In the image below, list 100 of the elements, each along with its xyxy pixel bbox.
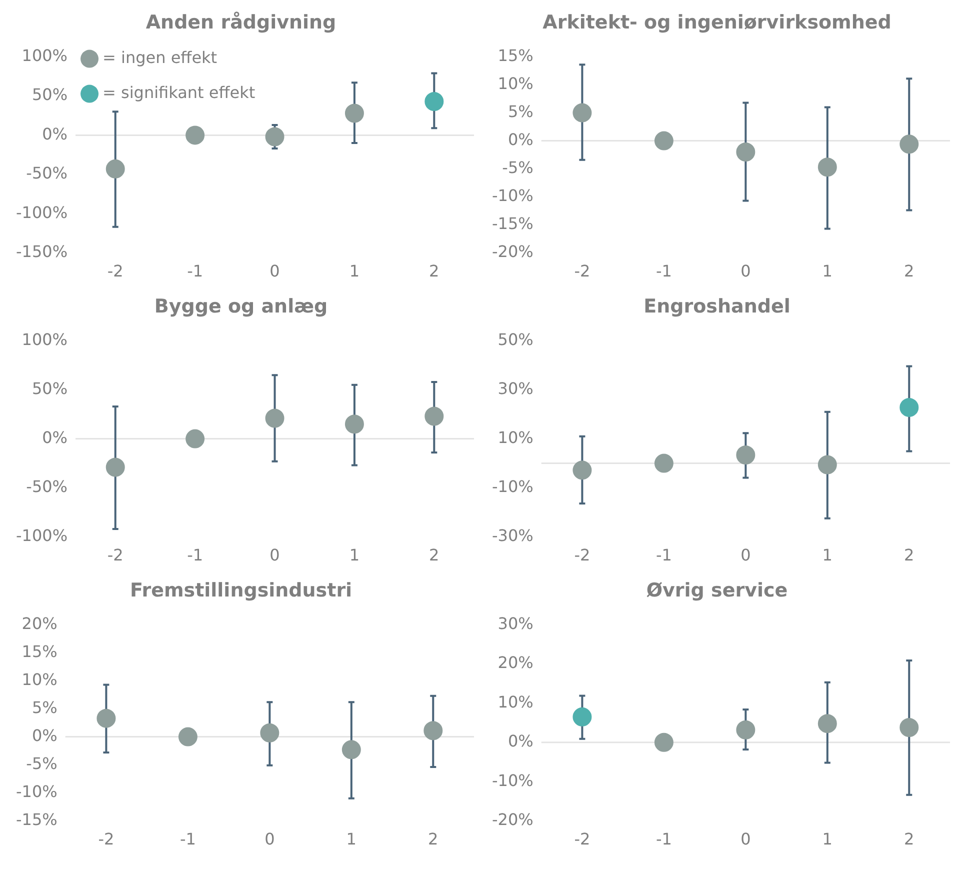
x-tick-label: -2 xyxy=(574,546,590,565)
y-tick-label: 20% xyxy=(22,614,58,633)
x-tick-label: 0 xyxy=(740,262,751,281)
x-tick-label: 1 xyxy=(349,546,360,565)
legend-label: = ingen effekt xyxy=(102,48,218,67)
y-tick-label: 20% xyxy=(498,653,534,672)
x-tick-label: -1 xyxy=(187,546,204,565)
point xyxy=(186,429,205,448)
y-tick-label: -15% xyxy=(492,214,534,233)
y-tick-label: 5% xyxy=(32,698,58,717)
point xyxy=(572,707,592,726)
y-tick-label: 10% xyxy=(498,692,534,712)
y-tick-label: -20% xyxy=(492,810,534,829)
point xyxy=(106,159,125,178)
chart-title: Engroshandel xyxy=(644,295,790,318)
y-tick-label: 0% xyxy=(42,428,68,447)
y-tick-label: -5% xyxy=(26,754,58,773)
point xyxy=(265,127,284,146)
y-tick-label: -20% xyxy=(492,242,534,261)
x-tick-label: 0 xyxy=(270,546,280,565)
y-tick-label: -5% xyxy=(502,158,534,177)
x-tick-label: 1 xyxy=(822,546,832,565)
y-tick-label: -10% xyxy=(492,770,534,790)
point xyxy=(900,134,919,154)
point xyxy=(736,445,756,464)
y-tick-label: -30% xyxy=(492,526,534,545)
point xyxy=(344,414,364,434)
point xyxy=(424,92,444,111)
x-tick-label: 1 xyxy=(822,830,832,849)
x-tick-label: 1 xyxy=(822,262,832,281)
point xyxy=(265,408,284,428)
point xyxy=(342,740,361,760)
chart-title: Fremstillingsindustri xyxy=(130,579,352,602)
point xyxy=(424,406,444,426)
x-tick-label: 2 xyxy=(429,262,440,281)
x-tick-label: 2 xyxy=(904,830,914,849)
x-tick-label: 2 xyxy=(904,546,914,565)
point xyxy=(654,454,674,473)
y-tick-label: -100% xyxy=(16,526,68,545)
point xyxy=(654,732,674,752)
y-tick-label: 0% xyxy=(508,732,534,751)
y-tick-label: -150% xyxy=(16,242,68,261)
point xyxy=(96,708,116,728)
point xyxy=(344,104,364,123)
y-tick-label: -100% xyxy=(16,202,68,222)
x-tick-label: -2 xyxy=(574,262,590,281)
y-tick-label: -10% xyxy=(16,782,58,801)
point xyxy=(424,721,443,740)
y-tick-label: -50% xyxy=(26,476,68,496)
point xyxy=(654,131,674,150)
point xyxy=(178,727,198,746)
point xyxy=(736,720,756,740)
y-tick-label: 30% xyxy=(498,614,534,633)
point xyxy=(186,126,205,145)
point xyxy=(572,103,592,122)
x-tick-label: 2 xyxy=(429,546,440,565)
y-tick-label: -10% xyxy=(492,476,534,496)
y-tick-label: 0% xyxy=(42,124,68,144)
x-tick-label: -1 xyxy=(187,262,204,281)
x-tick-label: 0 xyxy=(270,262,280,281)
y-tick-label: 100% xyxy=(22,46,68,65)
x-tick-label: -1 xyxy=(656,262,672,281)
y-tick-label: 10% xyxy=(498,428,534,447)
y-tick-label: -10% xyxy=(492,186,534,205)
y-tick-label: -50% xyxy=(26,164,68,183)
chart-title: Anden rådgivning xyxy=(146,11,336,34)
point xyxy=(818,714,837,734)
y-tick-label: 15% xyxy=(22,642,58,661)
point xyxy=(572,460,592,480)
point xyxy=(260,723,280,742)
x-tick-label: -2 xyxy=(107,262,124,281)
x-tick-label: 0 xyxy=(740,830,751,849)
y-tick-label: 100% xyxy=(22,330,68,349)
legend-label: = signifikant effekt xyxy=(102,82,256,102)
y-tick-label: 5% xyxy=(508,102,534,121)
y-tick-label: 0% xyxy=(508,130,534,149)
y-tick-label: 50% xyxy=(32,85,68,104)
y-tick-label: 15% xyxy=(498,46,534,65)
x-tick-label: -2 xyxy=(107,546,124,565)
x-tick-label: 2 xyxy=(428,830,438,849)
y-tick-label: 0% xyxy=(32,726,58,745)
chart-title: Øvrig service xyxy=(646,579,788,602)
x-tick-label: -2 xyxy=(98,830,114,849)
x-tick-label: -1 xyxy=(656,830,672,849)
y-tick-label: 50% xyxy=(32,378,68,398)
x-tick-label: -1 xyxy=(656,546,672,565)
x-tick-label: 0 xyxy=(740,546,751,565)
point xyxy=(818,158,837,177)
point xyxy=(818,455,837,474)
chart-title: Arkitekt- og ingeniørvirksomhed xyxy=(542,11,892,34)
y-tick-label: 10% xyxy=(498,74,534,93)
point xyxy=(900,398,919,417)
point xyxy=(900,718,919,738)
point xyxy=(736,142,756,162)
point xyxy=(106,458,125,477)
x-tick-label: -2 xyxy=(574,830,590,849)
x-tick-label: 1 xyxy=(349,262,360,281)
y-tick-label: 10% xyxy=(22,670,58,689)
y-tick-label: -15% xyxy=(16,810,58,829)
x-tick-label: 1 xyxy=(346,830,356,849)
